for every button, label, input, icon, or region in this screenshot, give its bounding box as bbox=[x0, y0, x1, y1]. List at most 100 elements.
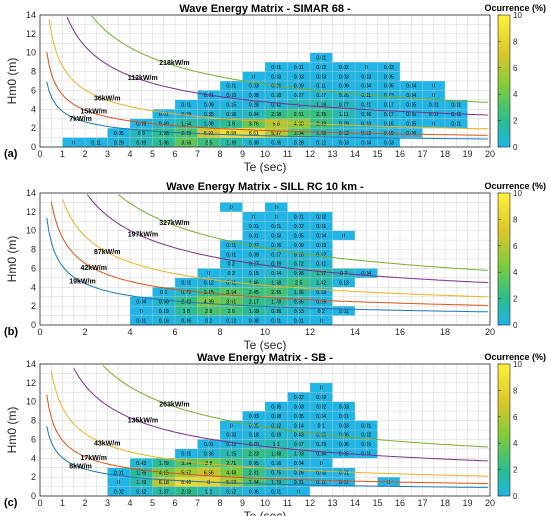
power-curve bbox=[86, 194, 488, 284]
y-tick-label: 14 bbox=[26, 359, 36, 369]
x-tick-label: 15 bbox=[372, 149, 382, 159]
y-tick-label: 2 bbox=[31, 123, 36, 133]
x-tick-label: 15 bbox=[372, 498, 382, 508]
x-tick-label: 19 bbox=[462, 498, 472, 508]
x-tick-label: 10 bbox=[260, 149, 270, 159]
x-tick-label: 12 bbox=[305, 149, 315, 159]
y-tick-label: 14 bbox=[26, 188, 36, 198]
power-curve bbox=[118, 194, 488, 271]
power-curve bbox=[62, 199, 488, 298]
x-axis: 0 2 4 6 8 10 12 14 16 18 20 Te (sec) bbox=[37, 327, 495, 352]
power-curve bbox=[50, 371, 488, 477]
y-tick-label: 6 bbox=[31, 434, 36, 444]
power-curve bbox=[50, 201, 488, 306]
power-curve bbox=[46, 394, 488, 485]
x-tick-label: 13 bbox=[327, 149, 337, 159]
x-tick-label: 14 bbox=[350, 498, 360, 508]
panel-label: (b) bbox=[4, 326, 18, 338]
x-tick-label: 16 bbox=[395, 327, 405, 337]
y-axis-label: Hm0 (m) bbox=[5, 407, 19, 454]
colorbar-tick-label: 0 bbox=[513, 143, 518, 152]
chart-title: Wave Energy Matrix - SB - bbox=[197, 352, 333, 364]
y-tick-label: 0 bbox=[31, 320, 36, 330]
x-tick-label: 1 bbox=[60, 149, 65, 159]
x-tick-label: 9 bbox=[240, 149, 245, 159]
panel-label: (c) bbox=[4, 497, 18, 509]
x-tick-label: 0 bbox=[37, 498, 42, 508]
x-tick-label: 14 bbox=[350, 327, 360, 337]
x-tick-label: 5 bbox=[150, 149, 155, 159]
x-tick-label: 10 bbox=[260, 327, 270, 337]
x-tick-label: 11 bbox=[283, 149, 292, 159]
x-axis-label: Te (sec) bbox=[244, 160, 287, 174]
y-tick-label: 10 bbox=[26, 226, 36, 236]
power-curve bbox=[66, 16, 488, 116]
colorbar-tick-label: 8 bbox=[513, 386, 518, 395]
colorbar-tick-label: 4 bbox=[513, 439, 518, 448]
x-tick-label: 6 bbox=[172, 498, 177, 508]
power-curve bbox=[48, 19, 488, 130]
y-tick-label: 12 bbox=[26, 207, 36, 217]
colorbar-tick-label: 2 bbox=[513, 466, 518, 475]
x-tick-label: 14 bbox=[350, 149, 360, 159]
power-curve-label: 263kW/m bbox=[159, 401, 189, 408]
power-curve-label: 42kW/m bbox=[81, 265, 107, 272]
y-tick-label: 14 bbox=[26, 10, 36, 20]
power-curve bbox=[46, 217, 488, 313]
colorbar-tick-label: 10 bbox=[513, 360, 522, 369]
y-tick-label: 0 bbox=[31, 142, 36, 152]
y-tick-label: 12 bbox=[26, 378, 36, 388]
x-tick-label: 4 bbox=[127, 327, 132, 337]
x-tick-label: 10 bbox=[260, 498, 270, 508]
x-tick-label: 16 bbox=[395, 498, 405, 508]
colorbar-tick-label: 6 bbox=[513, 413, 518, 422]
y-tick-label: 6 bbox=[31, 263, 36, 273]
colorbar-title: Ocurrence (%) bbox=[484, 3, 546, 13]
power-curve-label: 43kW/m bbox=[94, 440, 120, 447]
axes-frame bbox=[39, 14, 491, 148]
y-tick-label: 6 bbox=[31, 85, 36, 95]
power-curve-label: 112kW/m bbox=[128, 75, 158, 82]
power-curve-label: 87kW/m bbox=[94, 249, 120, 256]
power-curve-label: 8kW/m bbox=[69, 463, 92, 470]
y-tick-label: 10 bbox=[26, 397, 36, 407]
power-curve bbox=[73, 367, 488, 462]
y-tick-label: 2 bbox=[31, 472, 36, 482]
power-curve-label: 218kW/m bbox=[159, 60, 189, 67]
colorbar-tick-label: 8 bbox=[513, 215, 518, 224]
power-curve-label: 7kW/m bbox=[69, 116, 92, 123]
y-axis: 0 2 4 6 8 10 12 14 Hm0 (m) bbox=[5, 10, 36, 152]
y-axis-label: Hm0 (m) bbox=[5, 58, 19, 105]
colorbar-tick-label: 4 bbox=[513, 268, 518, 277]
y-axis-label: Hm0 (m) bbox=[5, 236, 19, 283]
colorbar-tick-label: 10 bbox=[513, 189, 522, 198]
power-curve-label: 19kW/m bbox=[69, 278, 95, 285]
x-tick-label: 8 bbox=[217, 327, 222, 337]
panel-2: 0.010.160.360.20.120.080.010.01000.191.8… bbox=[4, 181, 546, 352]
y-axis: 0 2 4 6 8 10 12 14 Hm0 (m) bbox=[5, 359, 36, 501]
y-tick-label: 0 bbox=[31, 491, 36, 501]
x-axis-label: Te (sec) bbox=[244, 338, 287, 352]
y-tick-label: 4 bbox=[31, 104, 36, 114]
panel-3: 0.020.321.372.031.10.520.060.01001.296.1… bbox=[4, 352, 546, 516]
y-axis: 0 2 4 6 8 10 12 14 Hm0 (m) bbox=[5, 188, 36, 330]
y-tick-label: 8 bbox=[31, 67, 36, 77]
colorbar-tick-label: 6 bbox=[513, 64, 518, 73]
colorbar-gradient bbox=[497, 14, 511, 148]
x-tick-label: 20 bbox=[485, 327, 495, 337]
x-tick-label: 2 bbox=[82, 498, 87, 508]
colorbar-tick-label: 0 bbox=[513, 321, 518, 330]
x-tick-label: 0 bbox=[37, 327, 42, 337]
power-curve-label: 197kW/m bbox=[128, 232, 158, 239]
x-tick-label: 4 bbox=[127, 498, 132, 508]
x-tick-label: 4 bbox=[127, 149, 132, 159]
x-tick-label: 5 bbox=[150, 498, 155, 508]
axes-frame bbox=[39, 192, 491, 326]
colorbar-title: Ocurrence (%) bbox=[484, 352, 546, 362]
chart-title: Wave Energy Matrix - SILL RC 10 km - bbox=[166, 181, 364, 193]
colorbar-tick-label: 2 bbox=[513, 295, 518, 304]
